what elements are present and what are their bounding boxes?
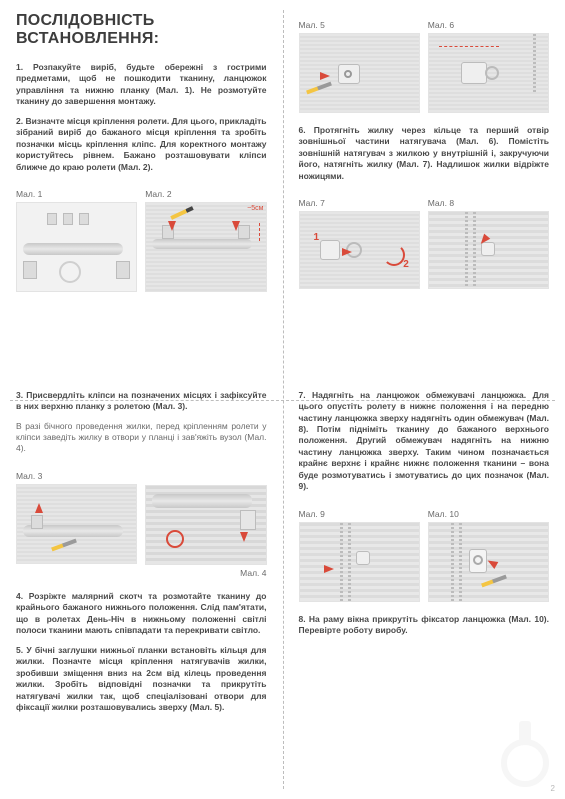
fig7-label: Мал. 7 (299, 198, 420, 208)
fig4-box (145, 485, 266, 565)
figure-2: Мал. 2 ~5см (145, 189, 266, 292)
figure-9: Мал. 9 (299, 509, 420, 602)
right-bottom-column: 7. Надягніть на ланцюжок обмежувачі ланц… (283, 370, 565, 799)
fig2-label: Мал. 2 (145, 189, 266, 199)
figure-8: Мал. 8 (428, 198, 549, 289)
fig1-box (16, 202, 137, 292)
fig-row-3-4: Мал. 3 Мал. 4 (16, 471, 267, 581)
step-5-text: 5. У бічні заглушки нижньої планки встан… (16, 645, 267, 714)
fig3-box (16, 484, 137, 564)
right-top-column: Мал. 5 Мал. 6 6. (283, 0, 565, 370)
figure-3: Мал. 3 (16, 471, 137, 581)
step-6-text: 6. Протягніть жилку через кільце та перш… (299, 125, 550, 182)
fig5-label: Мал. 5 (299, 20, 420, 30)
figure-1: Мал. 1 (16, 189, 137, 292)
step-8-text: 8. На раму вікна прикрутіть фіксатор лан… (299, 614, 550, 637)
step-2-text: 2. Визначте місця кріплення ролети. Для … (16, 116, 267, 173)
fig8-label: Мал. 8 (428, 198, 549, 208)
fig6-label: Мал. 6 (428, 20, 549, 30)
figure-7: Мал. 7 1 2 (299, 198, 420, 289)
fig5-box (299, 33, 420, 113)
figure-5: Мал. 5 (299, 20, 420, 113)
red-one: 1 (314, 232, 320, 243)
step-7-text: 7. Надягніть на ланцюжок обмежувачі ланц… (299, 390, 550, 493)
red-two: 2 (403, 259, 409, 270)
fig6-box (428, 33, 549, 113)
fig1-label: Мал. 1 (16, 189, 137, 199)
step-1-text: 1. Розпакуйте виріб, будьте обережні з г… (16, 62, 267, 108)
fig10-box (428, 522, 549, 602)
left-top-column: ПОСЛІДОВНІСТЬ ВСТАНОВЛЕННЯ: 1. Розпакуйт… (0, 0, 283, 370)
fig7-box: 1 2 (299, 211, 420, 289)
fig2-box: ~5см (145, 202, 266, 292)
fig9-label: Мал. 9 (299, 509, 420, 519)
fig8-box (428, 211, 549, 289)
step-4-text: 4. Розріжте малярний скотч та розмотайте… (16, 591, 267, 637)
fig-row-7-8: Мал. 7 1 2 Мал. 8 (299, 198, 550, 289)
page-number: 2 (551, 784, 555, 793)
step-3b-text: В разі бічного проведення жилки, перед к… (16, 421, 267, 455)
fig-row-9-10: Мал. 9 Мал. 10 (299, 509, 550, 602)
watermark-icon (299, 727, 550, 787)
offset-label: ~5см (247, 205, 263, 212)
figure-6: Мал. 6 (428, 20, 549, 113)
fig4-label: Мал. 4 (145, 568, 266, 578)
left-bottom-column: 3. Присвердліть кліпси на позначених міс… (0, 370, 283, 799)
fig-row-5-6: Мал. 5 Мал. 6 (299, 20, 550, 113)
fig-row-1-2: Мал. 1 Мал. 2 (16, 189, 267, 292)
figure-4: Мал. 4 (145, 471, 266, 581)
fig10-label: Мал. 10 (428, 509, 549, 519)
horizontal-divider (10, 400, 555, 401)
fig9-box (299, 522, 420, 602)
fig3-label: Мал. 3 (16, 471, 137, 481)
figure-10: Мал. 10 (428, 509, 549, 602)
page-title: ПОСЛІДОВНІСТЬ ВСТАНОВЛЕННЯ: (16, 12, 267, 48)
step-3-text: 3. Присвердліть кліпси на позначених міс… (16, 390, 267, 413)
